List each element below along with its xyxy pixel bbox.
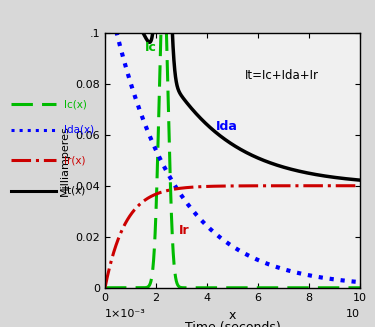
Text: It(x): It(x) — [64, 186, 85, 196]
Text: Ic(x): Ic(x) — [64, 99, 87, 109]
Text: Ida: Ida — [216, 120, 238, 133]
Text: It=Ic+Ida+Ir: It=Ic+Ida+Ir — [245, 69, 319, 82]
Text: Ir: Ir — [179, 224, 190, 237]
Text: Time (seconds): Time (seconds) — [184, 321, 280, 327]
Text: 10: 10 — [346, 309, 360, 319]
Text: 1×10⁻³: 1×10⁻³ — [105, 309, 146, 319]
Text: x: x — [229, 309, 236, 322]
Y-axis label: Milliamperes: Milliamperes — [60, 125, 70, 196]
Text: Ir(x): Ir(x) — [64, 155, 85, 165]
Text: Ic: Ic — [144, 41, 156, 54]
Text: Ida(x): Ida(x) — [64, 125, 94, 135]
